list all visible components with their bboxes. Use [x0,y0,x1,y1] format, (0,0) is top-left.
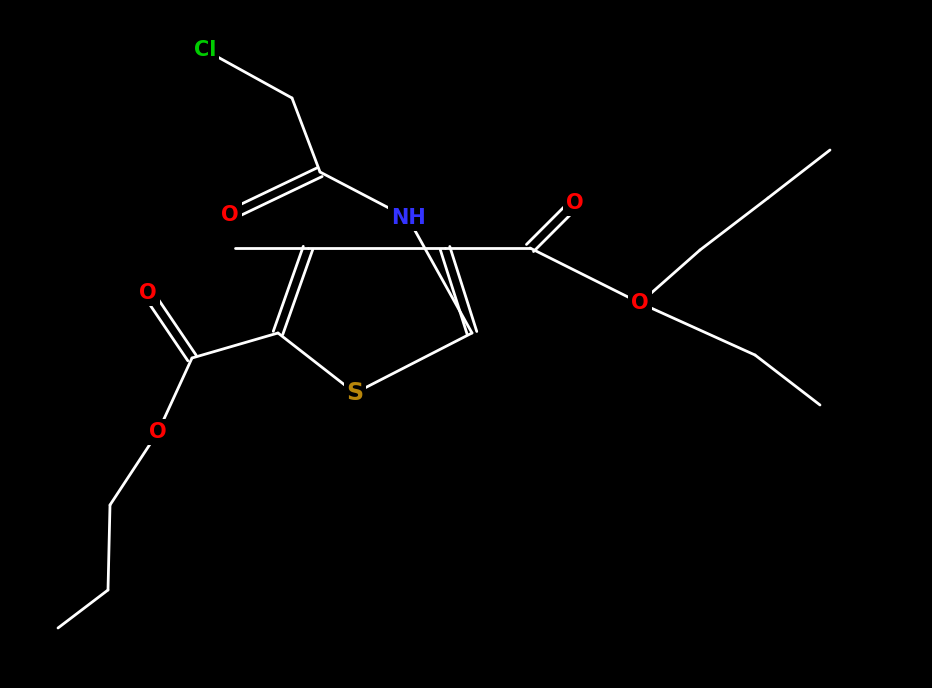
Text: O: O [566,193,583,213]
Text: NH: NH [391,208,425,228]
Text: O: O [221,205,239,225]
Text: O: O [631,293,649,313]
Text: O: O [139,283,157,303]
Text: O: O [149,422,167,442]
Text: Cl: Cl [194,40,216,60]
Text: S: S [347,381,363,405]
